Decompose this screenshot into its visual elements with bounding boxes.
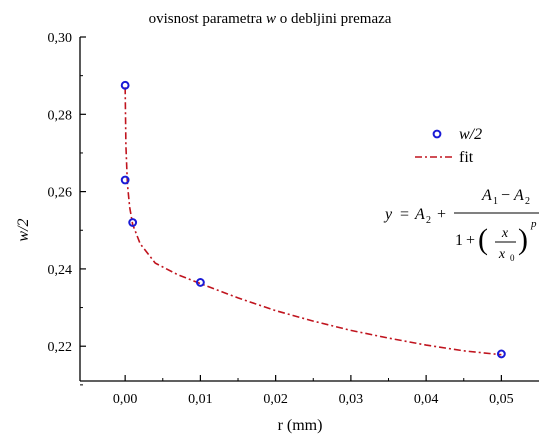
y-tick-label: 0,26 (48, 186, 73, 201)
eq-equals: = (400, 206, 409, 223)
data-points (120, 80, 506, 359)
x-tick-label: 0,02 (263, 392, 288, 407)
data-point (120, 80, 130, 90)
legend-label-fit: fit (459, 149, 474, 166)
eq-num-a1: A (481, 187, 492, 204)
eq-a2-sub: 2 (426, 215, 431, 226)
eq-den-x0-sub: 0 (510, 253, 515, 263)
y-tick-label: 0,22 (48, 340, 73, 355)
fit-equation: y = A 2 + A 1 − A 2 1 + ( x x 0 ) p (383, 187, 539, 263)
y-tick-label: 0,24 (48, 263, 73, 278)
fit-curve (124, 87, 502, 356)
x-tick-label: 0,01 (188, 392, 213, 407)
eq-plus: + (437, 206, 446, 223)
eq-den-x: x (501, 226, 509, 241)
x-tick-label: 0,00 (113, 392, 138, 407)
eq-a2: A (414, 206, 425, 223)
eq-num-a2: A (513, 187, 524, 204)
y-axis-label: w/2 (15, 218, 32, 241)
eq-y: y (383, 206, 393, 223)
x-tick-label: 0,05 (489, 392, 514, 407)
eq-num-a1-sub: 1 (493, 196, 498, 207)
chart-title: ovisnost parametra w o debljini premaza (149, 11, 392, 27)
eq-den-one: 1 (455, 232, 463, 249)
eq-exponent-p: p (530, 218, 537, 230)
x-tick-label: 0,04 (414, 392, 439, 407)
eq-rparen: ) (518, 223, 528, 256)
eq-lparen: ( (478, 223, 488, 256)
y-axis-ticks: 0,22 0,24 0,26 0,28 0,30 (48, 31, 86, 386)
data-point (496, 349, 506, 359)
eq-den-x0: x (498, 247, 506, 262)
data-point (128, 218, 138, 227)
data-point (120, 175, 130, 185)
axes (79, 37, 539, 382)
x-axis-ticks: 0,00 0,01 0,02 0,03 0,04 0,05 (113, 375, 514, 407)
legend-marker-points (432, 129, 442, 139)
y-tick-label: 0,28 (48, 108, 73, 123)
fit-line (124, 87, 502, 356)
legend: w/2 fit (415, 126, 482, 166)
y-tick-label: 0,30 (48, 31, 73, 46)
eq-den-plus: + (466, 232, 475, 249)
data-point (195, 278, 205, 287)
eq-num-minus: − (501, 187, 510, 204)
legend-label-points: w/2 (459, 126, 482, 143)
x-tick-label: 0,03 (339, 392, 364, 407)
eq-num-a2-sub: 2 (525, 196, 530, 207)
x-axis-label: r (mm) (278, 417, 323, 434)
